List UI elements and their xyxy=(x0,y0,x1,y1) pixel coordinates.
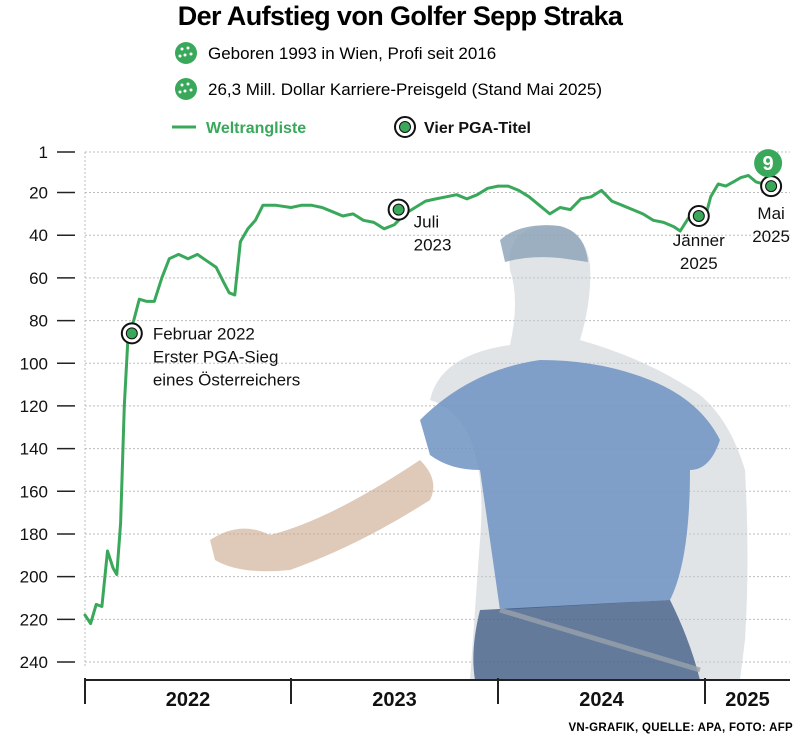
y-tick-label: 120 xyxy=(20,397,48,416)
golf-ball-icon xyxy=(175,42,197,64)
y-tick-label: 220 xyxy=(20,610,48,629)
legend-line-label: Weltrangliste xyxy=(206,120,306,137)
info-line-2: 26,3 Mill. Dollar Karriere-Preisgeld (St… xyxy=(175,78,602,100)
info-text-2: 26,3 Mill. Dollar Karriere-Preisgeld (St… xyxy=(208,80,602,99)
legend: Weltrangliste Vier PGA-Titel xyxy=(172,116,531,138)
marker-dot xyxy=(765,180,778,193)
marker-annotation: Juli xyxy=(414,213,440,232)
rank-badge-label: 9 xyxy=(763,153,774,175)
marker-annotation: eines Österreichers xyxy=(153,370,300,389)
marker-dot xyxy=(692,210,705,223)
y-tick-label: 1 xyxy=(39,143,48,162)
marker-annotation: Februar 2022 xyxy=(153,324,255,343)
golf-ball-icon xyxy=(175,78,197,100)
credit-text: VN-GRAFIK, QUELLE: APA, FOTO: AFP xyxy=(568,722,793,734)
marker-annotation: Jänner xyxy=(673,231,725,250)
y-tick-label: 20 xyxy=(29,184,48,203)
x-tick-label: 2024 xyxy=(579,689,624,711)
pga-title-markers: Februar 2022 Erster PGA-Sieg eines Österre… xyxy=(120,149,790,389)
info-text-1: Geboren 1993 in Wien, Profi seit 2016 xyxy=(208,44,496,63)
y-tick-label: 240 xyxy=(20,653,48,672)
y-tick-label: 80 xyxy=(29,312,48,331)
y-tick-label: 180 xyxy=(20,525,48,544)
x-tick-label: 2022 xyxy=(166,689,211,711)
marker-annotation: 2025 xyxy=(680,254,718,273)
marker-annotation: Erster PGA-Sieg xyxy=(153,347,279,366)
y-tick-label: 140 xyxy=(20,440,48,459)
x-tick-label: 2025 xyxy=(725,689,770,711)
x-axis: 2022 2023 2024 2025 xyxy=(84,678,790,711)
golfer-photo xyxy=(210,225,748,680)
chart-title: Der Aufstieg von Golfer Sepp Straka xyxy=(178,1,624,31)
legend-marker-label: Vier PGA-Titel xyxy=(424,120,531,137)
y-tick-label: 200 xyxy=(20,568,48,587)
marker-annotation: 2025 xyxy=(752,227,790,246)
marker-dot xyxy=(125,327,138,340)
info-line-1: Geboren 1993 in Wien, Profi seit 2016 xyxy=(175,42,496,64)
legend-marker-icon xyxy=(394,116,416,138)
y-tick-label: 100 xyxy=(20,354,48,373)
pga-title-marker: Juli 2023 xyxy=(387,198,452,255)
y-tick-label: 40 xyxy=(29,226,48,245)
pga-title-marker: Februar 2022 Erster PGA-Sieg eines Österre… xyxy=(120,322,300,389)
grid xyxy=(84,151,790,668)
marker-dot xyxy=(392,203,405,216)
x-tick-label: 2023 xyxy=(372,689,417,711)
marker-annotation: Mai xyxy=(757,204,784,223)
pga-title-marker: Mai 2025 9 xyxy=(752,149,790,246)
marker-annotation: 2023 xyxy=(414,236,452,255)
rank-badge xyxy=(754,149,783,178)
y-tick-label: 60 xyxy=(29,269,48,288)
y-tick-label: 160 xyxy=(20,482,48,501)
pga-title-marker: Jänner 2025 xyxy=(673,205,725,273)
